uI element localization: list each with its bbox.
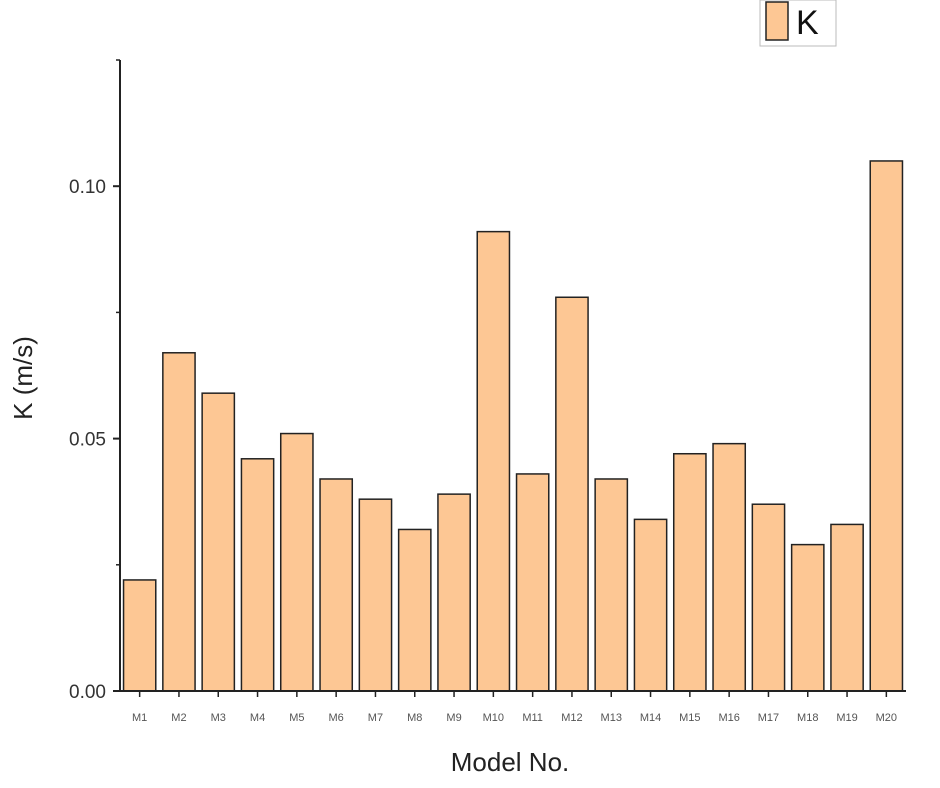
x-tick-label: M10: [483, 712, 504, 724]
x-axis-title: Model No.: [451, 747, 570, 777]
x-tick-label: M12: [561, 712, 582, 724]
bars-group: [122, 160, 904, 692]
bar-M7: [358, 498, 393, 692]
x-tick-label: M5: [289, 712, 304, 724]
bar-M1: [122, 579, 157, 692]
bar-M6: [319, 478, 354, 692]
y-ticks-group: 0.00 0.05 0.10: [69, 59, 120, 703]
x-tick-label: M15: [679, 712, 700, 724]
x-tick-label: M4: [250, 712, 265, 724]
bar-M9: [437, 493, 471, 692]
x-tick-label: M19: [836, 712, 857, 724]
y-axis-title: K (m/s): [8, 336, 38, 420]
y-tick-label: 0.05: [69, 430, 106, 451]
bar-M17: [751, 503, 786, 692]
legend: K: [759, 0, 837, 47]
bar-M8: [397, 528, 432, 692]
bar-M19: [830, 523, 864, 692]
x-tick-label: M2: [171, 712, 186, 724]
y-tick-label: 0.00: [69, 682, 106, 703]
bar-M11: [515, 473, 550, 692]
x-tick-label: M3: [211, 712, 226, 724]
x-tick-label: M18: [797, 712, 818, 724]
x-tick-label: M7: [368, 712, 383, 724]
x-tick-label: M16: [718, 712, 739, 724]
x-tick-label: M14: [640, 712, 661, 724]
bar-M3: [201, 392, 236, 692]
bar-M14: [633, 518, 668, 692]
x-tick-label: M9: [446, 712, 461, 724]
legend-swatch: [765, 1, 789, 41]
x-tick-label: M20: [876, 712, 897, 724]
legend-label: K: [796, 4, 819, 42]
x-tick-label: M8: [407, 712, 422, 724]
x-ticks-group: M1 M2 M3 M4 M5 M6 M7 M8 M9 M10 M11 M12 M13 M14 M15 M16 M…: [132, 691, 897, 724]
bar-M5: [279, 432, 314, 692]
bar-M13: [594, 478, 629, 692]
bar-M20: [869, 160, 904, 692]
x-tick-label: M11: [522, 712, 543, 724]
bar-M10: [476, 230, 511, 692]
x-tick-label: M1: [132, 712, 147, 724]
bar-M4: [240, 458, 275, 692]
y-tick-label: 0.10: [69, 177, 106, 198]
bar-M18: [790, 543, 825, 692]
x-tick-label: M6: [329, 712, 344, 724]
bar-M12: [555, 296, 589, 692]
x-tick-label: M13: [601, 712, 622, 724]
bar-M15: [672, 452, 707, 692]
bar-M16: [712, 442, 747, 692]
bar-M2: [162, 352, 196, 692]
x-tick-label: M17: [758, 712, 779, 724]
